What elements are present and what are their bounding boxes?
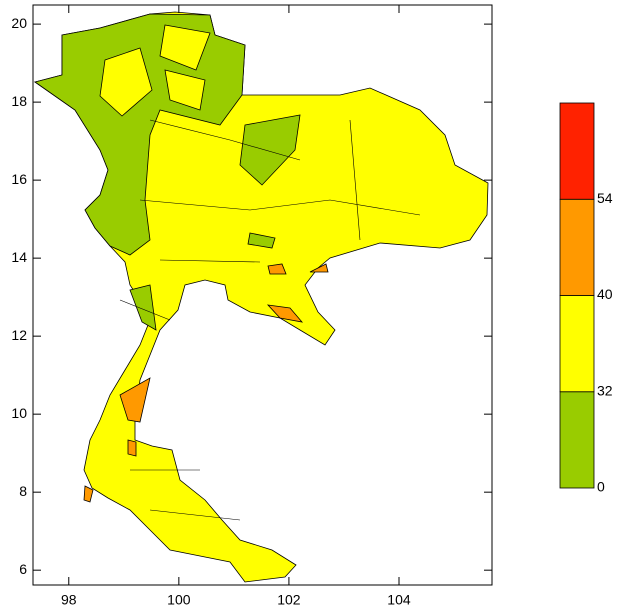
zone xyxy=(99,47,153,117)
zone xyxy=(247,232,276,249)
plot-frame xyxy=(32,4,493,586)
x-tick-label: 102 xyxy=(277,592,301,608)
colorbar-segment xyxy=(559,198,595,296)
x-tick-label: 98 xyxy=(61,592,77,608)
y-tick-label: 6 xyxy=(19,561,27,577)
colorbar-segment xyxy=(559,391,595,489)
zone xyxy=(159,24,211,71)
y-tick-label: 12 xyxy=(11,327,27,343)
colorbar-segment xyxy=(559,295,595,393)
y-tick-label: 16 xyxy=(11,171,27,187)
colorbar-label: 40 xyxy=(597,286,613,302)
zone xyxy=(119,377,151,423)
zone xyxy=(309,263,329,273)
colorbar-label: 54 xyxy=(597,190,613,206)
map xyxy=(34,11,489,583)
colorbar-label: 32 xyxy=(597,382,613,398)
colorbar-segment xyxy=(559,102,595,200)
zone xyxy=(267,263,287,275)
y-tick-label: 10 xyxy=(11,405,27,421)
zone xyxy=(266,304,304,323)
zone xyxy=(34,13,246,256)
x-tick-label: 100 xyxy=(167,592,191,608)
zone xyxy=(164,69,206,111)
colorbar-label: 0 xyxy=(597,479,605,495)
zone xyxy=(83,485,94,503)
zone xyxy=(129,284,157,331)
zone xyxy=(239,114,301,186)
y-tick-label: 14 xyxy=(11,249,27,265)
zone xyxy=(127,439,137,457)
x-tick-label: 104 xyxy=(387,592,411,608)
province-lines xyxy=(119,119,421,521)
y-tick-label: 20 xyxy=(11,15,27,31)
y-tick-label: 18 xyxy=(11,93,27,109)
y-tick-label: 8 xyxy=(19,483,27,499)
